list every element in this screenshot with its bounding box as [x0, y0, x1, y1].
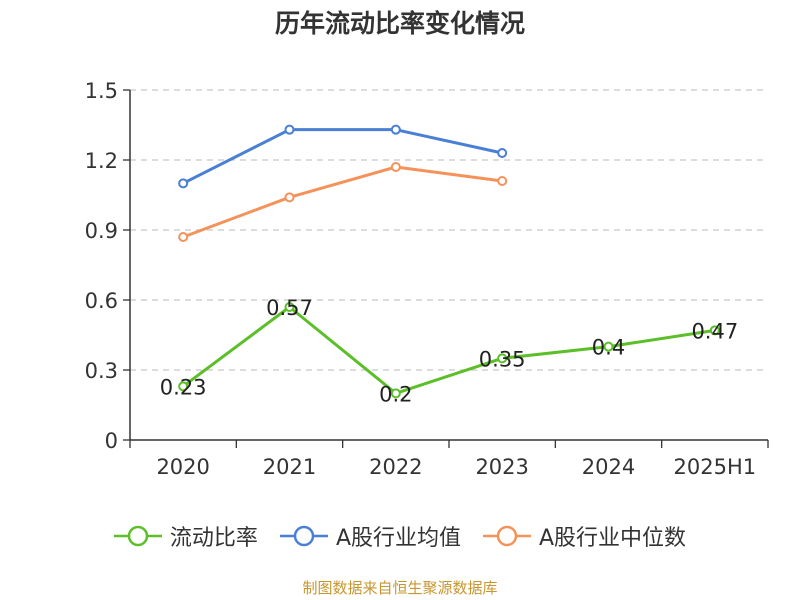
- data-label: 0.47: [691, 319, 738, 343]
- data-point: [497, 176, 508, 186]
- legend-line-circle-icon: [483, 525, 531, 547]
- data-point: [178, 178, 189, 189]
- legend: 流动比率 A股行业均值 A股行业中位数: [0, 520, 800, 552]
- data-point: [709, 325, 720, 336]
- data-point: [284, 302, 295, 312]
- axes: 0 0.3 0.6 0.9 1.2 1.5 2020 2021 2022 2023 2024 2025…: [85, 79, 769, 479]
- legend-label: A股行业中位数: [539, 526, 687, 551]
- data-label: 0.57: [266, 296, 313, 320]
- data-label: 0.2: [379, 382, 412, 406]
- y-tick-label: 0.3: [85, 359, 118, 383]
- series-line: [182, 305, 716, 395]
- data-label: 0.35: [479, 347, 526, 371]
- data-point: [390, 162, 401, 172]
- x-tick-label: 2023: [475, 455, 528, 479]
- y-tick-label: 1.5: [85, 79, 118, 103]
- legend-line-circle-icon: [279, 525, 328, 547]
- data-point: [603, 341, 614, 352]
- x-tick-label: 2020: [156, 455, 209, 479]
- data-point: [284, 124, 295, 135]
- x-tick-label: 2024: [582, 455, 635, 479]
- legend-item-industry-median[interactable]: A股行业中位数: [483, 520, 686, 552]
- legend-label: A股行业均值: [335, 526, 461, 551]
- x-tick-label: 2025H1: [674, 455, 757, 479]
- data-point: [497, 148, 508, 158]
- series-line: [182, 165, 503, 239]
- x-tick-label: 2021: [263, 455, 316, 479]
- grid-lines: [130, 89, 768, 371]
- data-point: [390, 388, 401, 399]
- x-tick-label: 2022: [369, 455, 422, 479]
- legend-label: 流动比率: [169, 526, 258, 551]
- data-point: [284, 192, 295, 203]
- chart-title: 历年流动比率变化情况: [274, 9, 525, 38]
- data-label: 0.23: [160, 375, 207, 399]
- y-tick-label: 0: [105, 429, 118, 453]
- series-line: [182, 128, 503, 185]
- legend-item-current-ratio[interactable]: 流动比率: [113, 520, 258, 552]
- source-note: 制图数据来自恒生聚源数据库: [302, 579, 498, 597]
- legend-line-circle-icon: [113, 525, 162, 547]
- data-point: [178, 232, 189, 242]
- data-point: [178, 381, 189, 392]
- y-tick-label: 0.9: [85, 219, 118, 243]
- y-tick-label: 1.2: [85, 149, 118, 173]
- data-point: [497, 353, 508, 364]
- series-lines: [178, 124, 720, 399]
- data-label: 0.4: [592, 336, 625, 360]
- y-tick-label: 0.6: [85, 289, 118, 313]
- data-labels: 0.23 0.57 0.2 0.35 0.4 0.47: [160, 296, 738, 406]
- data-point: [390, 124, 401, 135]
- legend-item-industry-mean[interactable]: A股行业均值: [279, 520, 461, 552]
